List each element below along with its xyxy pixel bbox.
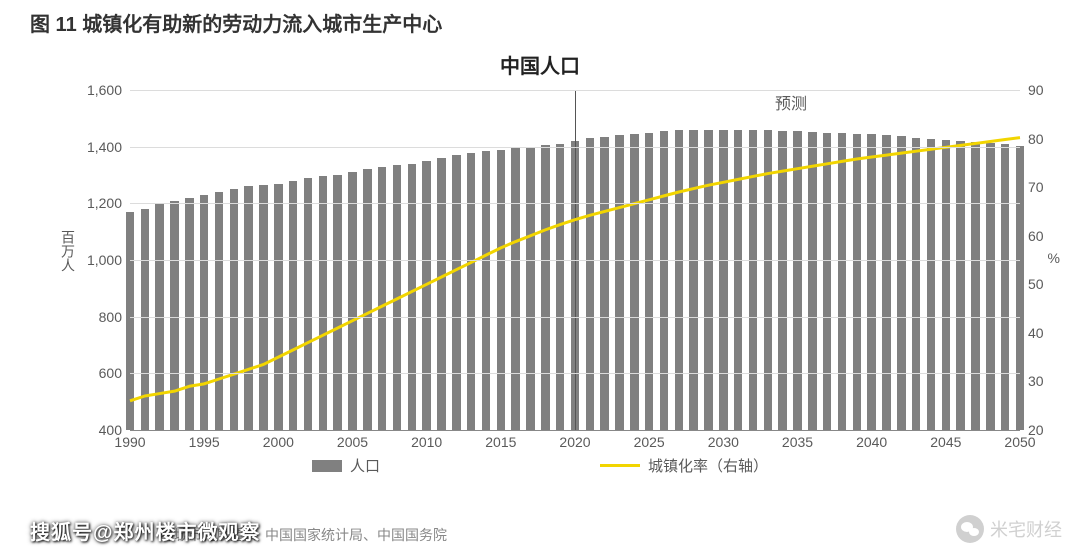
y-right-tick: 40 — [1028, 325, 1044, 341]
y-right-tick: 30 — [1028, 373, 1044, 389]
x-tick: 2030 — [708, 434, 739, 450]
wechat-icon — [956, 515, 984, 543]
gridline — [130, 90, 1020, 91]
y-right-tick: 90 — [1028, 82, 1044, 98]
figure-caption: 图 11 城镇化有助新的劳动力流入城市生产中心 — [30, 8, 442, 37]
chart: 中国人口 预测 百万人 % 4006008001,0001,2001,4001,… — [0, 50, 1080, 510]
gridline — [130, 317, 1020, 318]
x-tick: 1995 — [189, 434, 220, 450]
gridline — [130, 203, 1020, 204]
y-left-axis-label: 百万人 — [58, 230, 78, 272]
watermark-right: 米宅财经 — [956, 515, 1062, 543]
plot-area: 4006008001,0001,2001,4001,60020304050607… — [130, 90, 1020, 431]
legend-item-line: 城镇化率（右轴） — [600, 455, 768, 476]
gridline — [130, 260, 1020, 261]
x-tick: 2000 — [263, 434, 294, 450]
y-left-tick: 600 — [99, 365, 122, 381]
gridline — [130, 373, 1020, 374]
y-left-tick: 1,200 — [87, 195, 122, 211]
y-right-tick: 60 — [1028, 228, 1044, 244]
legend-swatch-line — [600, 464, 640, 467]
urbanization-line — [130, 138, 1020, 401]
y-right-tick: 80 — [1028, 131, 1044, 147]
x-tick: 2035 — [782, 434, 813, 450]
y-right-tick: 50 — [1028, 276, 1044, 292]
gridline — [130, 147, 1020, 148]
x-tick: 2015 — [485, 434, 516, 450]
x-tick: 2020 — [559, 434, 590, 450]
chart-title: 中国人口 — [0, 50, 1080, 79]
legend-label-line: 城镇化率（右轴） — [648, 455, 768, 476]
legend-swatch-bar — [312, 460, 342, 472]
legend: 人口 城镇化率（右轴） — [0, 455, 1080, 476]
x-tick: 2010 — [411, 434, 442, 450]
x-tick: 2045 — [930, 434, 961, 450]
watermark-left: 搜狐号@郑州楼市微观察 — [30, 516, 261, 545]
y-left-tick: 800 — [99, 309, 122, 325]
x-tick: 2025 — [634, 434, 665, 450]
y-left-tick: 1,000 — [87, 252, 122, 268]
watermark-right-text: 米宅财经 — [990, 516, 1062, 542]
legend-item-bars: 人口 — [312, 455, 380, 476]
x-tick: 2040 — [856, 434, 887, 450]
y-right-axis-label: % — [1048, 250, 1060, 266]
x-tick: 2050 — [1004, 434, 1035, 450]
y-right-tick: 70 — [1028, 179, 1044, 195]
legend-label-bars: 人口 — [350, 455, 380, 476]
x-tick: 2005 — [337, 434, 368, 450]
y-left-tick: 1,600 — [87, 82, 122, 98]
x-tick: 1990 — [114, 434, 145, 450]
y-left-tick: 1,400 — [87, 139, 122, 155]
